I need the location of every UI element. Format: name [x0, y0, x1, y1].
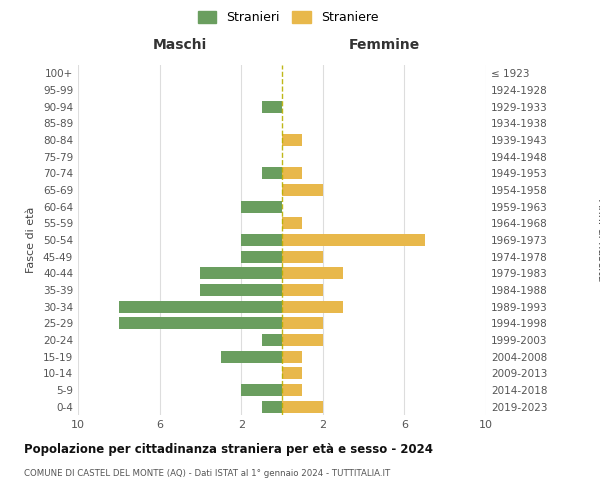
Bar — [200, 268, 282, 280]
Bar — [241, 250, 282, 262]
Bar — [282, 250, 323, 262]
Bar — [282, 168, 302, 179]
Text: COMUNE DI CASTEL DEL MONTE (AQ) - Dati ISTAT al 1° gennaio 2024 - TUTTITALIA.IT: COMUNE DI CASTEL DEL MONTE (AQ) - Dati I… — [24, 469, 390, 478]
Bar — [262, 100, 282, 112]
Text: Femmine: Femmine — [349, 38, 419, 52]
Bar — [241, 234, 282, 246]
Bar — [241, 200, 282, 212]
Bar — [282, 218, 302, 230]
Bar — [282, 368, 302, 380]
Bar — [119, 300, 282, 312]
Bar — [282, 284, 323, 296]
Bar — [282, 300, 343, 312]
Bar — [282, 384, 302, 396]
Bar — [282, 134, 302, 146]
Bar — [119, 318, 282, 330]
Text: Popolazione per cittadinanza straniera per età e sesso - 2024: Popolazione per cittadinanza straniera p… — [24, 442, 433, 456]
Bar — [282, 334, 323, 346]
Bar — [262, 168, 282, 179]
Bar — [282, 400, 323, 412]
Text: Maschi: Maschi — [153, 38, 207, 52]
Bar — [282, 350, 302, 362]
Bar — [282, 184, 323, 196]
Bar — [262, 400, 282, 412]
Bar — [282, 234, 425, 246]
Bar — [282, 268, 343, 280]
Y-axis label: Fasce di età: Fasce di età — [26, 207, 36, 273]
Bar — [241, 384, 282, 396]
Bar — [282, 318, 323, 330]
Y-axis label: Anni di nascita: Anni di nascita — [596, 198, 600, 281]
Bar — [221, 350, 282, 362]
Bar — [262, 334, 282, 346]
Legend: Stranieri, Straniere: Stranieri, Straniere — [193, 6, 383, 29]
Bar — [200, 284, 282, 296]
